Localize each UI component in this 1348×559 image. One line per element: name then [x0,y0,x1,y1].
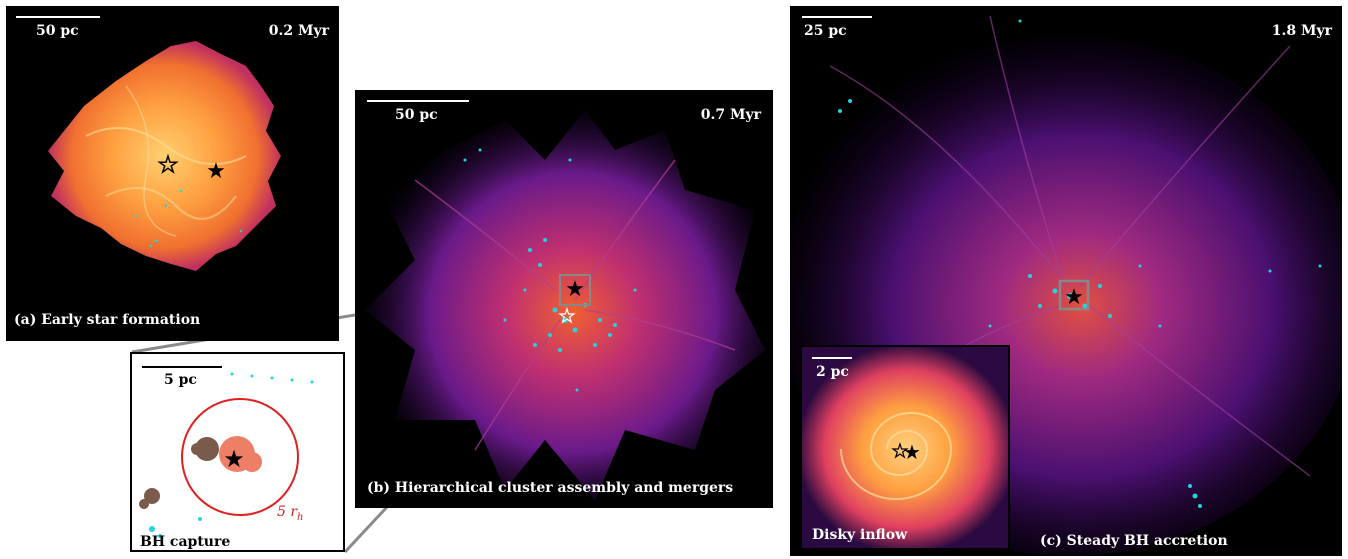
filled-star-icon: ★ [223,445,245,473]
panel-early-star-formation: ★ ★ 50 pc 0.2 Myr (a) Early star formati… [6,6,339,341]
time-label: 1.8 Myr [1271,23,1332,39]
filled-star-icon: ★ [565,277,585,302]
scale-bar [812,357,852,359]
filled-star-icon: ★ [1064,285,1084,310]
time-label: 0.7 Myr [700,107,761,123]
open-star-icon: ★ [559,306,575,327]
scale-label: 50 pc [36,23,79,39]
inflow-density-map: ★ ★ [802,347,1008,548]
inset-disky-inflow: ★ ★ 2 pc Disky inflow [800,345,1010,550]
panel-caption: (a) Early star formation [14,312,201,328]
scale-label: 50 pc [395,107,438,123]
panel-cluster-assembly: ★ ★ 50 pc 0.7 Myr (b) Hierarchical clust… [355,90,773,508]
panel-caption: (c) Steady BH accretion [1040,533,1228,549]
radius-subscript: h [297,512,303,523]
inset-caption: BH capture [140,534,231,550]
scale-label: 5 pc [164,372,197,388]
time-label: 0.2 Myr [268,23,329,39]
filled-star-icon: ★ [903,440,921,464]
scale-bar [367,100,469,102]
radius-label: 5 r [277,504,298,520]
scale-bar [16,16,100,18]
open-star-icon: ★ [158,153,178,178]
gas-density-map-b: ★ ★ [365,110,765,500]
gas-density-map-a: ★ ★ [48,41,281,271]
scale-label: 25 pc [804,23,847,39]
scale-bar [802,16,872,18]
inset-caption: Disky inflow [812,527,908,543]
scale-label: 2 pc [816,364,849,380]
inset-bh-capture: ★ 5 r h 5 pc BH capture [130,352,345,552]
scale-bar [142,366,222,368]
open-star-icon: ★ [892,441,908,462]
stellar-particles-map: ★ 5 r h [139,372,314,538]
panel-caption: (b) Hierarchical cluster assembly and me… [367,480,734,496]
filled-star-icon: ★ [206,159,226,184]
